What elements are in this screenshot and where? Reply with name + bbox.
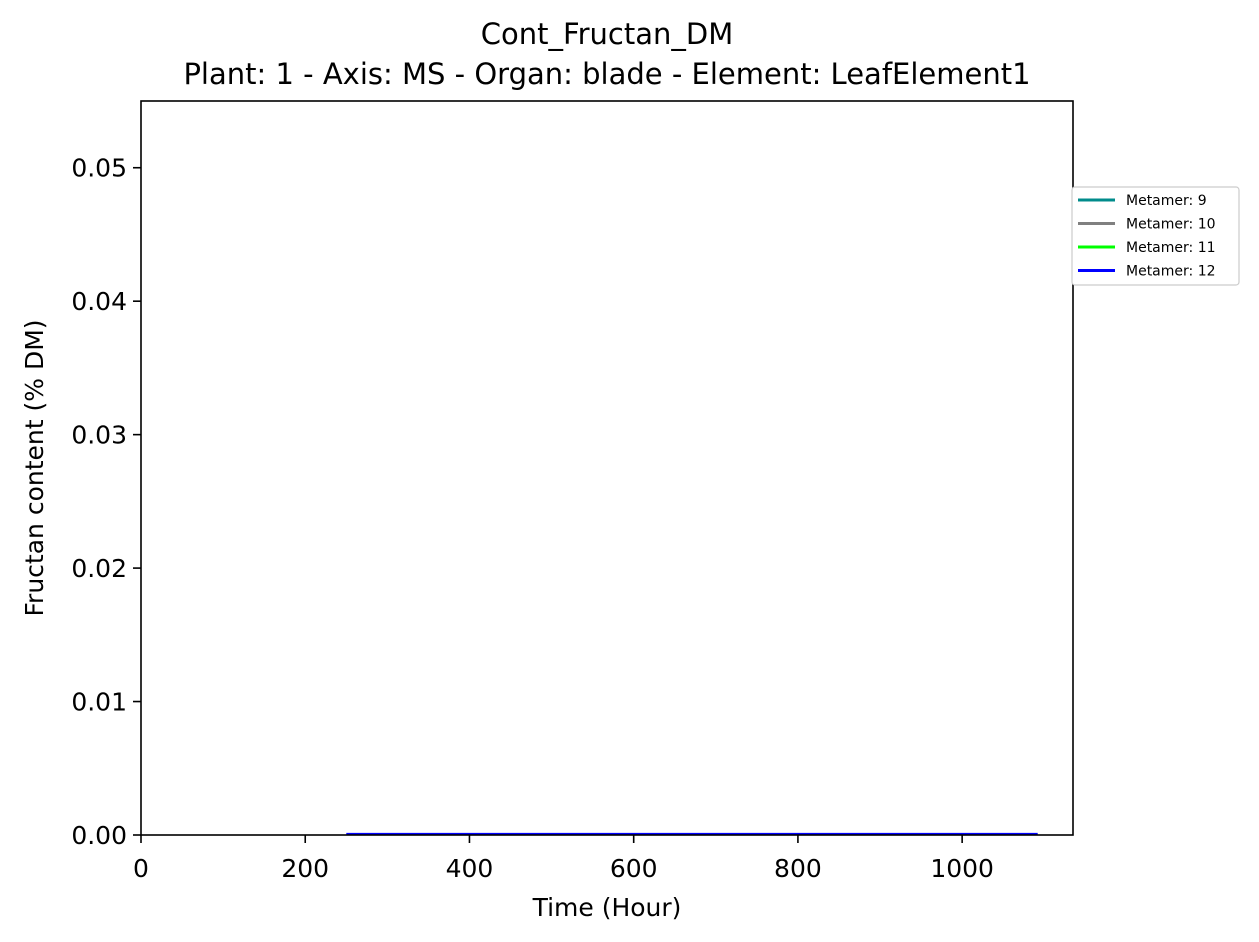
plot-area [141, 101, 1073, 835]
plot-frame [140, 100, 1074, 836]
x-tick-label: 600 [610, 854, 658, 883]
y-tick-label: 0.02 [71, 554, 127, 583]
legend-label: Metamer: 10 [1126, 217, 1216, 233]
chart-subtitle: Plant: 1 - Axis: MS - Organ: blade - Ele… [183, 57, 1030, 91]
y-tick-label: 0.01 [71, 688, 127, 717]
legend-label: Metamer: 12 [1126, 264, 1216, 280]
y-tick-label: 0.05 [71, 154, 127, 183]
x-tick-label: 1000 [930, 854, 994, 883]
legend-label: Metamer: 9 [1126, 193, 1207, 209]
y-tick-label: 0.04 [71, 287, 127, 316]
legend-entries: Metamer: 9 Metamer: 10 Metamer: 11 Metamer:… [1078, 193, 1216, 280]
x-tick-label: 800 [774, 854, 822, 883]
legend-label: Metamer: 11 [1126, 240, 1216, 256]
x-tick-label: 400 [446, 854, 494, 883]
chart-title: Cont_Fructan_DM [481, 17, 733, 51]
y-tick-label: 0.00 [71, 821, 127, 850]
x-tick-label: 200 [281, 854, 329, 883]
legend: Metamer: 9 Metamer: 10 Metamer: 11 Metamer:… [1071, 186, 1240, 286]
x-axis-ticks: 0 200 400 600 800 1000 [133, 835, 994, 883]
y-axis-label: Fructan content (% DM) [20, 319, 49, 616]
y-tick-label: 0.03 [71, 421, 127, 450]
x-axis-label: Time (Hour) [532, 893, 682, 922]
x-tick-label: 0 [133, 854, 149, 883]
legend-box [1071, 186, 1240, 286]
y-axis-ticks: 0.00 0.01 0.02 0.03 0.04 0.05 [71, 154, 141, 850]
